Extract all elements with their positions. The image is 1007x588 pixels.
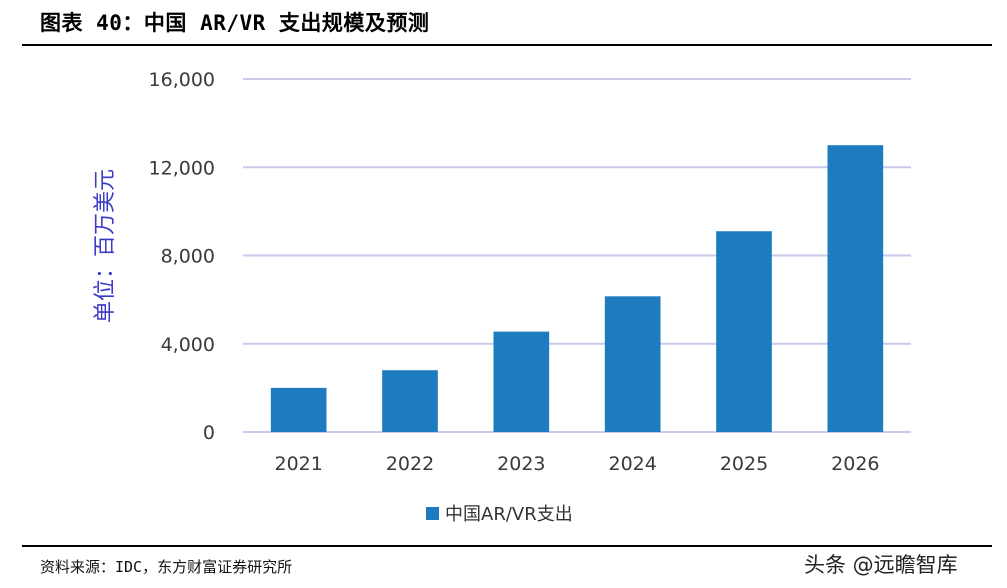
y-tick-label: 4,000 (161, 334, 215, 356)
x-axis-ticks: 2021 2022 2023 2024 2025 2026 (274, 453, 879, 475)
legend-label: 中国AR/VR支出 (445, 504, 573, 525)
y-tick-label: 8,000 (161, 246, 215, 268)
top-rule (22, 44, 992, 46)
y-axis-ticks: 0 4,000 8,000 12,000 16,000 (149, 69, 215, 444)
bottom-rule (22, 545, 992, 547)
y-tick-label: 0 (203, 422, 215, 444)
legend-swatch (426, 507, 439, 520)
bar (382, 370, 438, 432)
x-tick-label: 2022 (386, 453, 434, 475)
y-axis-label: 单位：百万美元 (93, 169, 118, 323)
bar (716, 231, 772, 432)
bar (827, 145, 884, 432)
bar (604, 296, 661, 432)
bar (270, 387, 327, 432)
x-tick-label: 2026 (831, 453, 879, 475)
watermark: 头条 @远瞻智库 (804, 553, 958, 577)
x-tick-label: 2024 (608, 453, 656, 475)
x-tick-label: 2023 (497, 453, 545, 475)
x-tick-label: 2021 (274, 453, 322, 475)
gridlines (243, 78, 911, 433)
x-tick-label: 2025 (720, 453, 768, 475)
y-tick-label: 12,000 (149, 157, 215, 179)
bar (493, 331, 550, 432)
figure-title: 图表 40：中国 AR/VR 支出规模及预测 (40, 11, 430, 35)
y-tick-label: 16,000 (149, 69, 215, 91)
legend: 中国AR/VR支出 (426, 504, 573, 525)
bars (270, 145, 884, 432)
source-note: 资料来源：IDC，东方财富证券研究所 (40, 558, 293, 576)
